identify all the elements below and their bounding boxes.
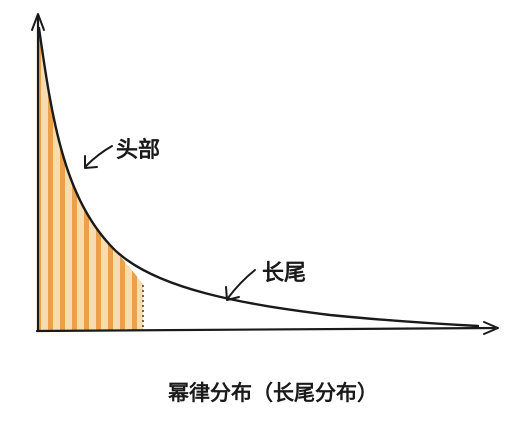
tail-arrowhead-icon	[225, 286, 240, 301]
head-shaded-area	[39, 28, 143, 330]
head-annotation-arrow-icon	[85, 145, 113, 167]
caption: 幂律分布（长尾分布）	[168, 381, 378, 405]
x-axis-arrow-icon	[483, 321, 499, 335]
tail-annotation-arrow-icon	[227, 269, 256, 299]
power-law-curve	[37, 26, 480, 328]
head-arrowhead-icon	[84, 155, 98, 169]
head-label: 头部	[116, 137, 160, 163]
y-axis-arrow-icon	[31, 13, 45, 31]
x-axis	[35, 326, 496, 333]
tail-label: 长尾	[262, 261, 306, 286]
